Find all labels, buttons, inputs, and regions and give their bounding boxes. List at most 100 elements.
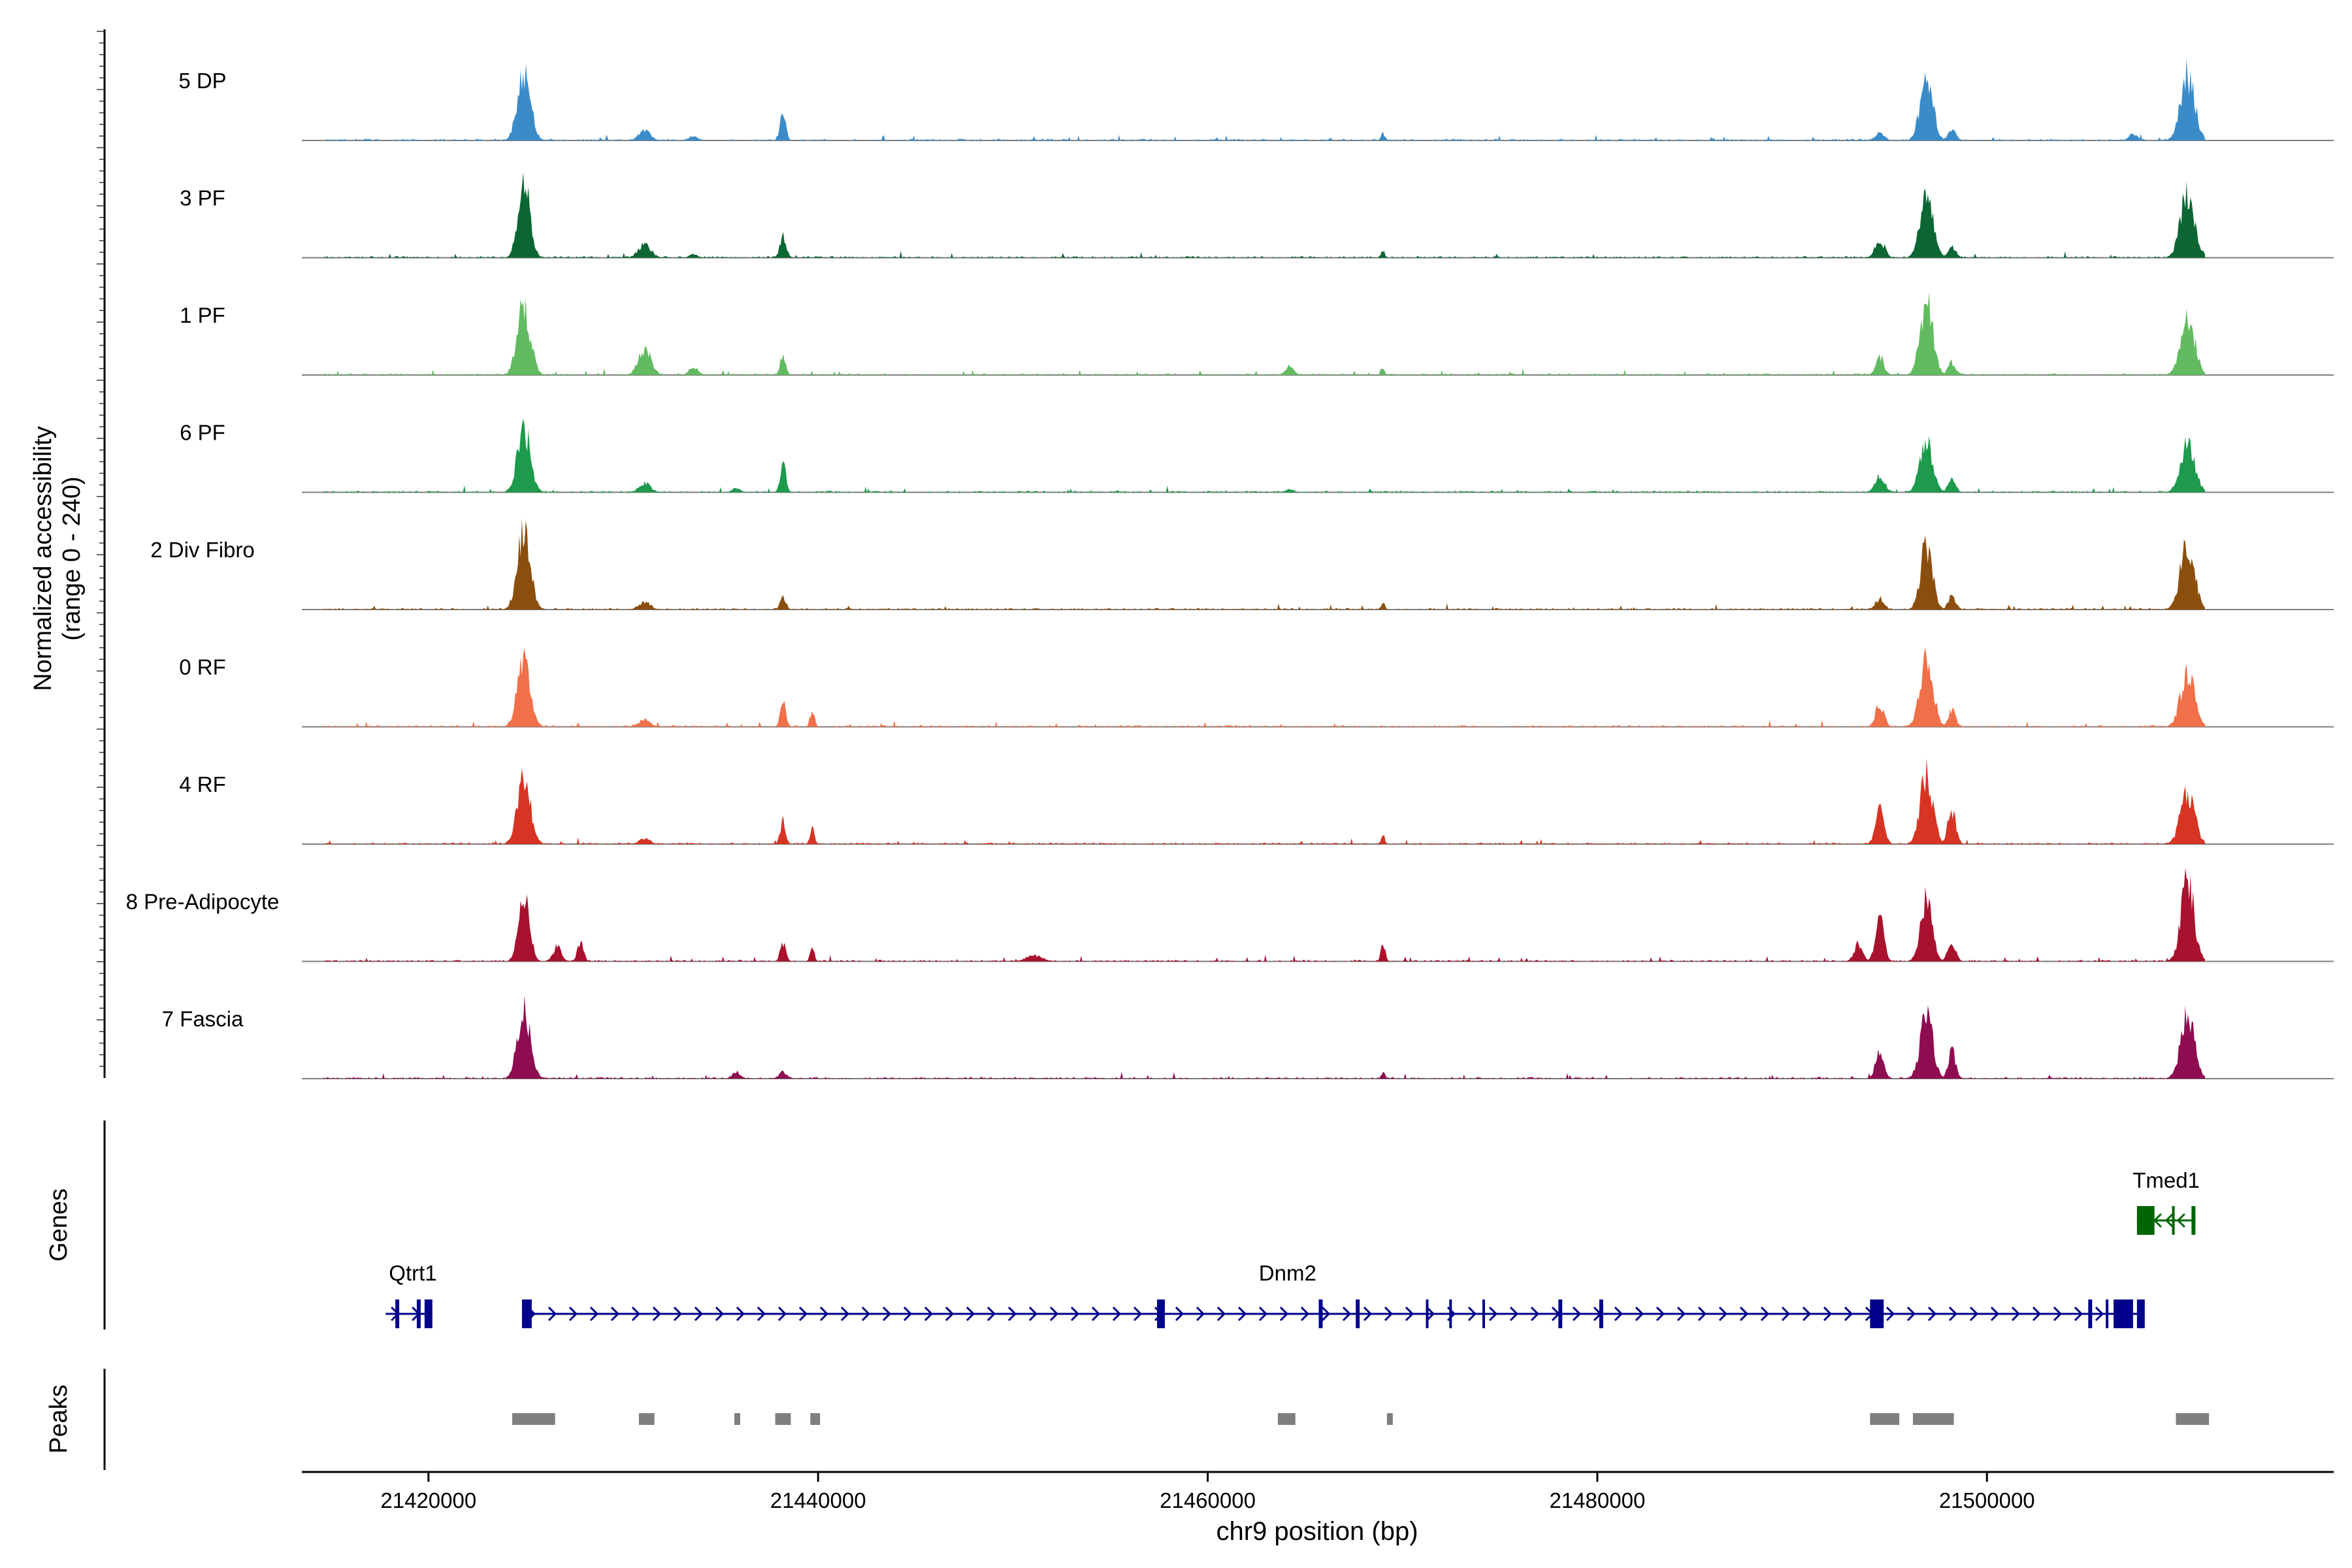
strand-chevron [903,1306,913,1322]
coverage-area [323,172,2206,258]
strand-chevron [694,1306,704,1322]
x-tick-label: 21500000 [1939,1488,2035,1512]
coverage-area [323,868,2206,962]
peak-region [1277,1413,1296,1425]
strand-chevron [1614,1306,1624,1322]
x-axis: 21420000 21440000 21460000 21480000 21500000 [302,1471,2334,1512]
strand-chevron [2032,1306,2042,1322]
gene-exon [2114,1299,2133,1328]
strand-chevron [1426,1306,1435,1322]
y-axis-label-line2: (range 0 - 240) [58,476,86,640]
strand-chevron [1258,1306,1268,1322]
strand-chevron [1635,1306,1644,1322]
peak-region [1386,1413,1393,1425]
strand-chevron [715,1306,725,1322]
strand-chevron [1823,1306,1833,1322]
coverage-track: 1 PF [180,291,2334,376]
strand-chevron [1405,1306,1414,1322]
strand-chevron [1217,1306,1226,1322]
strand-chevron [2095,1306,2104,1322]
strand-chevron [1906,1306,1916,1322]
x-tick-label: 21480000 [1549,1488,1645,1512]
gene-exon [1449,1299,1452,1328]
gene-exon [395,1299,400,1328]
strand-chevron [1467,1306,1477,1322]
coverage-tracks: 5 DP 3 PF 1 PF 6 PF 2 Div Fibro 0 RF 4 RF 8 Pre… [126,57,2334,1079]
coverage-area [323,994,2206,1079]
strand-chevron [547,1306,557,1322]
coverage-area [323,647,2206,727]
x-tick-label: 21460000 [1160,1488,1256,1512]
strand-chevron [1697,1306,1707,1322]
strand-chevron [1760,1306,1770,1322]
gene-exon [2136,1206,2155,1235]
strand-chevron [840,1306,850,1322]
coverage-track: 0 RF [179,647,2334,728]
peak-region [734,1413,740,1425]
gene-exon [1558,1299,1563,1328]
strand-chevron [2153,1213,2162,1228]
gene-exon [424,1299,433,1328]
strand-chevron [1509,1306,1519,1322]
track-label: 7 Fascia [162,1007,244,1031]
gene-model: Tmed1 [2132,1168,2200,1235]
strand-chevron [1802,1306,1812,1322]
track-label: 3 PF [180,186,225,210]
strand-chevron [1175,1306,1184,1322]
strand-chevron [1530,1306,1540,1322]
strand-chevron [1133,1306,1143,1322]
strand-chevron [1656,1306,1665,1322]
peak-region [512,1413,555,1425]
gene-label: Tmed1 [2132,1168,2200,1192]
gene-exon [1870,1299,1884,1328]
strand-chevron [819,1306,829,1322]
gene-annotation-track: Qtrt1 Dnm2 Tmed1 [385,1168,2200,1328]
coverage-area [323,291,2206,375]
peak-region [810,1413,821,1425]
strand-chevron [2011,1306,2021,1322]
peak-region [1870,1413,1900,1425]
strand-chevron [2053,1306,2063,1322]
y-axis-label-line1: Normalized accessibility [29,426,57,691]
strand-chevron [610,1306,620,1322]
strand-chevron [757,1306,766,1322]
strand-chevron [945,1306,955,1322]
peak-region [638,1413,655,1425]
strand-chevron [1007,1306,1017,1322]
strand-chevron [631,1306,641,1322]
strand-chevron [1886,1306,1895,1322]
left-axes [97,29,106,1470]
peak-region [2176,1413,2210,1425]
gene-model: Qtrt1 [385,1261,437,1328]
coverage-area [323,57,2206,140]
strand-chevron [1070,1306,1080,1322]
peak-region-track [512,1413,2210,1425]
coverage-track: 7 Fascia [162,994,2334,1079]
gene-exon [2172,1206,2175,1235]
coverage-track: 2 Div Fibro [150,518,2334,610]
strand-chevron [568,1306,578,1322]
strand-chevron [1342,1306,1352,1322]
gene-exon [2191,1206,2196,1235]
genes-axis-label: Genes [45,1188,73,1262]
coverage-track: 5 DP [178,57,2334,141]
gene-exon [1318,1299,1323,1328]
strand-chevron [966,1306,975,1322]
track-label: 2 Div Fibro [150,538,255,562]
strand-chevron [1049,1306,1059,1322]
strand-chevron [736,1306,745,1322]
strand-chevron [1676,1306,1686,1322]
gene-exon [2106,1299,2109,1328]
strand-chevron [1927,1306,1937,1322]
strand-chevron [1279,1306,1289,1322]
x-axis-label: chr9 position (bp) [1216,1517,1418,1546]
track-label: 8 Pre-Adipocyte [126,890,280,914]
gene-exon [2088,1299,2093,1328]
coverage-area [323,418,2206,493]
strand-chevron [1112,1306,1122,1322]
strand-chevron [2164,1213,2174,1228]
peaks-axis-label: Peaks [45,1384,73,1454]
track-label: 6 PF [180,421,225,445]
strand-chevron [1488,1306,1498,1322]
strand-chevron [1091,1306,1101,1322]
